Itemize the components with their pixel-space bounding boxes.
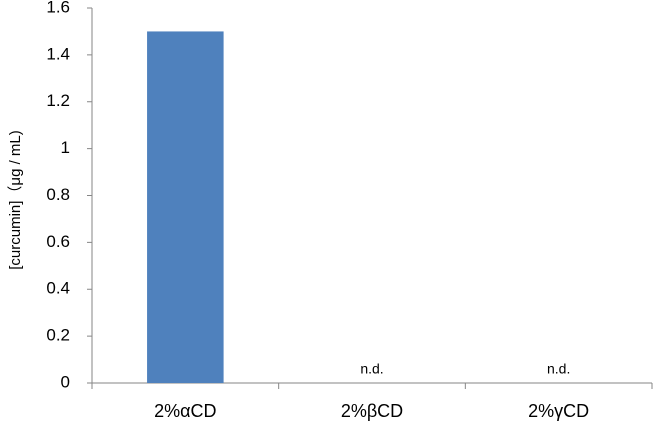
y-axis-title: [curcumin]（μg / mL)	[7, 130, 24, 270]
y-tick-label: 1	[61, 138, 70, 157]
value-label: n.d.	[547, 361, 570, 377]
y-tick-label: 0.2	[46, 326, 70, 345]
x-tick-label: 2%βCD	[341, 401, 403, 421]
x-tick-label: 2%αCD	[154, 401, 216, 421]
y-tick-label: 0	[61, 372, 70, 391]
y-tick-label: 1.4	[46, 44, 70, 63]
x-tick-label: 2%γCD	[528, 401, 589, 421]
y-tick-label: 0.6	[46, 232, 70, 251]
y-tick-label: 1.6	[46, 0, 70, 16]
bar	[147, 31, 224, 383]
value-label: n.d.	[360, 361, 383, 377]
y-tick-label: 1.2	[46, 91, 70, 110]
y-tick-label: 0.4	[46, 279, 70, 298]
y-tick-label: 0.8	[46, 185, 70, 204]
